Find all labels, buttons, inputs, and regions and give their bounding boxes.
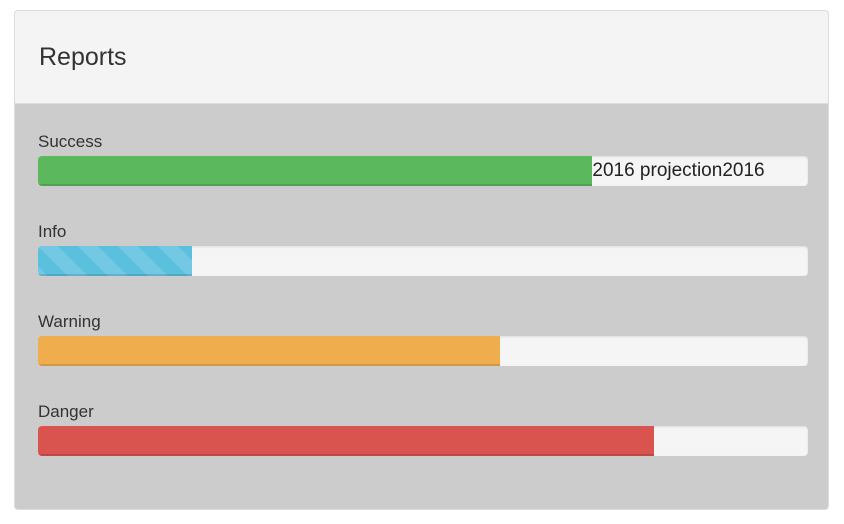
report-label-info: Info [38, 222, 67, 241]
report-warning: Warning [38, 312, 808, 366]
report-info: Info [38, 222, 808, 276]
progress-warning [38, 336, 808, 366]
reports-panel: Reports Success 2016 projection2016 Info… [14, 10, 829, 510]
progress-info [38, 246, 808, 276]
panel-header: Reports [15, 11, 828, 104]
progress-text-success: 2016 projection2016 [592, 160, 765, 181]
progress-danger [38, 426, 808, 456]
report-danger: Danger [38, 402, 808, 456]
progress-bar-warning [38, 336, 500, 366]
progress-bar-danger [38, 426, 654, 456]
report-success: Success 2016 projection2016 [38, 132, 808, 186]
progress-success: 2016 projection2016 [38, 156, 808, 186]
report-label-warning: Warning [38, 312, 101, 331]
panel-title: Reports [39, 43, 127, 71]
report-label-danger: Danger [38, 402, 94, 421]
progress-bar-success [38, 156, 593, 186]
progress-bar-info [38, 246, 192, 276]
report-label-success: Success [38, 132, 103, 151]
